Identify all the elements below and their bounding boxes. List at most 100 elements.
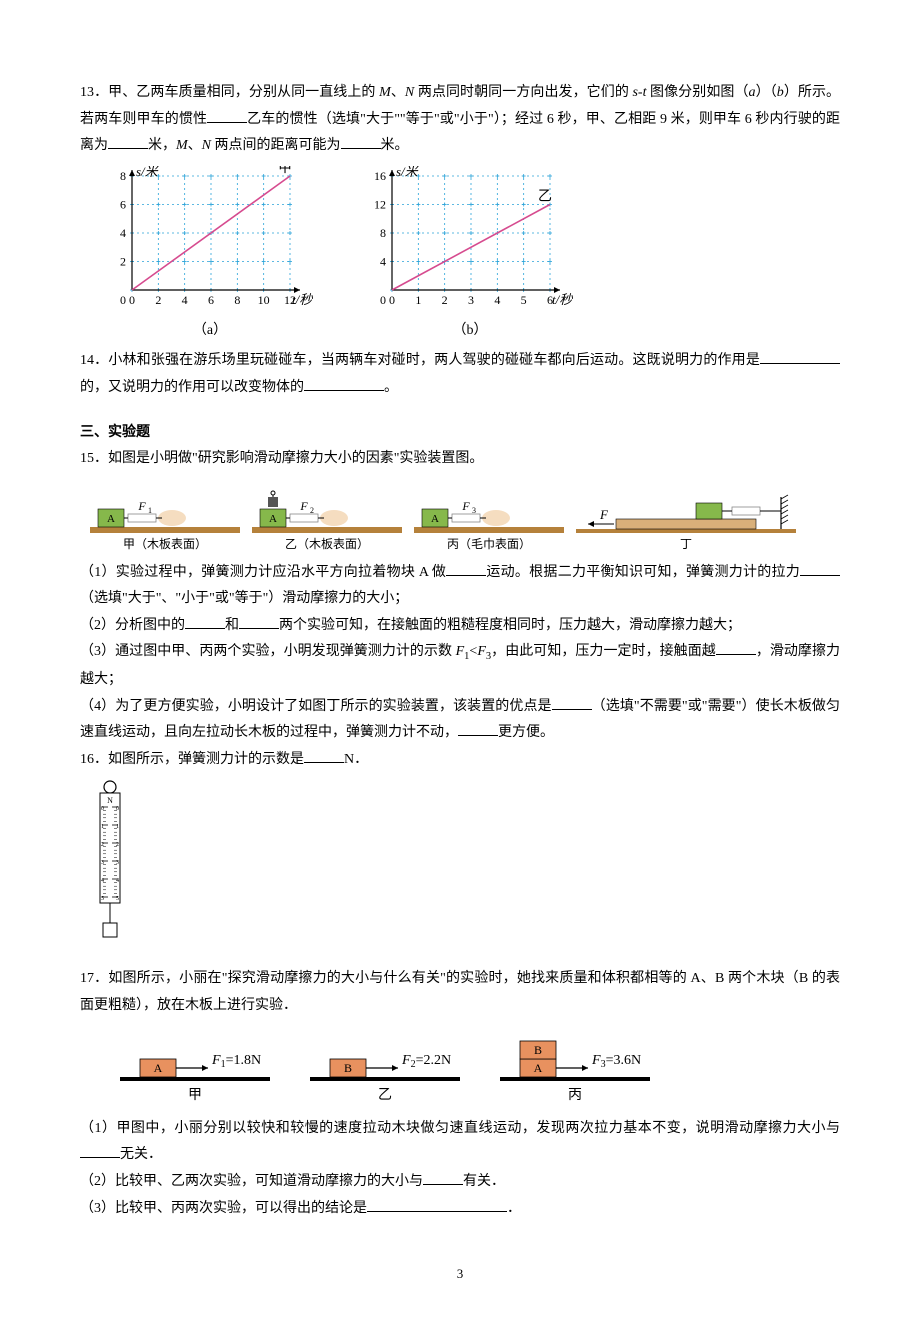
svg-text:A: A xyxy=(431,513,439,525)
svg-text:4: 4 xyxy=(182,293,188,307)
blank xyxy=(239,614,279,629)
svg-text:0: 0 xyxy=(101,806,104,812)
svg-text:5: 5 xyxy=(101,896,104,902)
chart-b-caption: （b） xyxy=(453,318,488,345)
chart-a-svg: 02468101224680s/米t/秒甲 xyxy=(100,166,320,316)
chart-a-caption: （a） xyxy=(193,318,227,345)
chart-b-svg: 01234564812160s/米t/秒乙 xyxy=(360,166,580,316)
blank xyxy=(423,1170,463,1185)
svg-text:4: 4 xyxy=(494,293,500,307)
svg-text:5: 5 xyxy=(116,896,119,902)
svg-text:5: 5 xyxy=(521,293,527,307)
svg-text:B: B xyxy=(534,1043,542,1057)
q15-part4: （4）为了更方便实验，小明设计了如图丁所示的实验装置，该装置的优点是（选填"不需… xyxy=(80,694,840,747)
svg-text:F: F xyxy=(137,499,146,513)
q15-part1: （1）实验过程中，弹簧测力计应沿水平方向拉着物块 A 做运动。根据二力平衡知识可… xyxy=(80,560,840,613)
blank xyxy=(341,134,381,149)
svg-text:8: 8 xyxy=(120,169,126,183)
svg-text:s/米: s/米 xyxy=(136,166,160,179)
section-3-title: 三、实验题 xyxy=(80,420,840,447)
experiment-15-setups: AF1甲（木板表面）AF2乙（木板表面）AF3丙（毛巾表面）F丁 xyxy=(90,479,840,556)
blank xyxy=(552,695,592,710)
svg-text:t/秒: t/秒 xyxy=(552,292,573,307)
q17-part2: （2）比较甲、乙两次实验，可知道滑动摩擦力的大小与有关． xyxy=(80,1169,840,1196)
q15-part2: （2）分析图中的和两个实验可知，在接触面的粗糙程度相同时，压力越大，滑动摩擦力越… xyxy=(80,613,840,640)
svg-text:2: 2 xyxy=(101,842,104,848)
svg-text:4: 4 xyxy=(120,226,126,240)
q17-part1: （1）甲图中，小丽分别以较快和较慢的速度拉动木块做匀速直线运动，发现两次拉力基本… xyxy=(80,1116,840,1169)
svg-text:F2=2.2N: F2=2.2N xyxy=(401,1053,451,1070)
svg-text:10: 10 xyxy=(258,293,270,307)
svg-text:1: 1 xyxy=(101,824,104,830)
svg-text:2: 2 xyxy=(155,293,161,307)
q15-part3: （3）通过图中甲、丙两个实验，小明发现弹簧测力计的示数 F1<F3，由此可知，压… xyxy=(80,639,840,693)
q-number: 17． xyxy=(80,971,108,986)
q-number: 16． xyxy=(80,752,108,767)
question-13: 13．甲、乙两车质量相同，分别从同一直线上的 M、N 两点同时朝同一方向出发，它… xyxy=(80,80,840,160)
svg-text:A: A xyxy=(534,1061,543,1075)
svg-text:2: 2 xyxy=(310,506,314,515)
svg-text:6: 6 xyxy=(120,197,126,211)
svg-text:2: 2 xyxy=(120,254,126,268)
blank xyxy=(367,1197,507,1212)
blank xyxy=(458,721,498,736)
friction-trial: BF2=2.2N乙 xyxy=(310,1043,460,1110)
page-number: 3 xyxy=(80,1262,840,1287)
svg-text:F: F xyxy=(461,499,470,513)
experiment-17-setups: AF1=1.8N甲BF2=2.2N乙ABF3=3.6N丙 xyxy=(120,1025,840,1110)
blank xyxy=(207,108,247,123)
svg-text:0: 0 xyxy=(380,293,386,307)
blank xyxy=(304,748,344,763)
svg-text:A: A xyxy=(269,513,277,525)
question-17-intro: 17．如图所示，小丽在"探究滑动摩擦力的大小与什么有关"的实验时，她找来质量和体… xyxy=(80,966,840,1019)
svg-text:3: 3 xyxy=(116,860,119,866)
question-14: 14．小林和张强在游乐场里玩碰碰车，当两辆车对碰时，两人驾驶的碰碰车都向后运动。… xyxy=(80,348,840,401)
svg-text:0: 0 xyxy=(116,806,119,812)
svg-text:3: 3 xyxy=(101,860,104,866)
svg-text:t/秒: t/秒 xyxy=(292,292,313,307)
svg-text:0: 0 xyxy=(129,293,135,307)
svg-text:4: 4 xyxy=(101,878,104,884)
experiment-setup: AF3丙（毛巾表面） xyxy=(414,493,564,556)
svg-text:B: B xyxy=(344,1061,352,1075)
blank xyxy=(446,561,486,576)
chart-a: 02468101224680s/米t/秒甲 （a） xyxy=(100,166,320,345)
svg-text:F: F xyxy=(599,507,609,522)
q-number: 14． xyxy=(80,353,108,368)
svg-text:0: 0 xyxy=(389,293,395,307)
chart-b: 01234564812160s/米t/秒乙 （b） xyxy=(360,166,580,345)
svg-text:N: N xyxy=(107,796,113,805)
page-content: 13．甲、乙两车质量相同，分别从同一直线上的 M、N 两点同时朝同一方向出发，它… xyxy=(80,0,840,1327)
svg-text:8: 8 xyxy=(234,293,240,307)
blank xyxy=(800,561,840,576)
friction-trial: ABF3=3.6N丙 xyxy=(500,1025,650,1110)
svg-text:甲: 甲 xyxy=(278,166,292,176)
q-number: 13． xyxy=(80,85,108,100)
svg-text:2: 2 xyxy=(442,293,448,307)
svg-text:A: A xyxy=(107,513,115,525)
blank xyxy=(716,640,756,655)
friction-trial: AF1=1.8N甲 xyxy=(120,1043,270,1110)
blank xyxy=(760,349,840,364)
svg-text:0: 0 xyxy=(120,293,126,307)
svg-text:乙: 乙 xyxy=(538,188,552,204)
experiment-setup-d: F丁 xyxy=(576,489,796,556)
svg-text:A: A xyxy=(154,1061,163,1075)
experiment-setup: AF1甲（木板表面） xyxy=(90,493,240,556)
blank xyxy=(304,376,384,391)
blank xyxy=(80,1143,120,1158)
blank xyxy=(108,134,148,149)
q17-part3: （3）比较甲、丙两次实验，可以得出的结论是． xyxy=(80,1196,840,1223)
charts-row: 02468101224680s/米t/秒甲 （a） 01234564812160… xyxy=(100,166,840,345)
svg-text:1: 1 xyxy=(148,506,152,515)
question-16: 16．如图所示，弹簧测力计的示数是N． xyxy=(80,747,840,774)
svg-text:6: 6 xyxy=(208,293,214,307)
svg-text:1: 1 xyxy=(415,293,421,307)
svg-text:12: 12 xyxy=(374,197,386,211)
svg-text:8: 8 xyxy=(380,226,386,240)
svg-text:F: F xyxy=(299,499,308,513)
svg-text:2: 2 xyxy=(116,842,119,848)
svg-text:4: 4 xyxy=(116,878,119,884)
svg-text:1: 1 xyxy=(116,824,119,830)
experiment-setup: AF2乙（木板表面） xyxy=(252,479,402,556)
